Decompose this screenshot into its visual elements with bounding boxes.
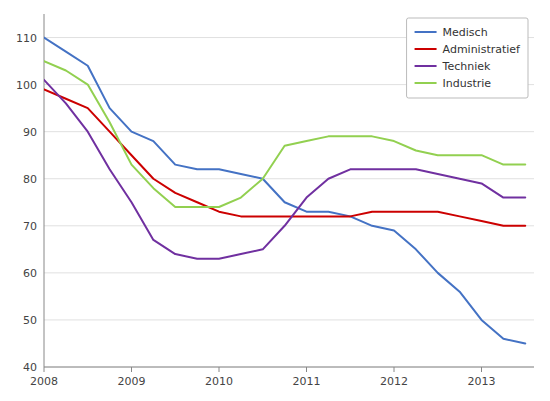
y-tick-label: 70 [23, 220, 37, 233]
x-axis: 2008 2009 2010 2011 2012 2013 [30, 367, 496, 388]
legend-label: Techniek [442, 60, 491, 73]
x-tick [219, 367, 220, 372]
x-tick [131, 367, 132, 372]
x-tick [481, 367, 482, 372]
series-line [44, 61, 525, 207]
y-tick-label: 80 [23, 173, 37, 186]
legend: Medisch Administratief Techniek Industrie [407, 18, 528, 98]
x-tick-label: 2009 [118, 375, 146, 388]
x-axis-line [44, 367, 534, 368]
y-tick-label: 50 [23, 314, 37, 327]
y-tick-label: 100 [16, 79, 37, 92]
series-lines [44, 38, 525, 344]
series-line [44, 89, 525, 225]
legend-label: Industrie [443, 77, 492, 90]
grid-line [44, 272, 534, 273]
legend-swatch [415, 82, 437, 84]
x-tick [306, 367, 307, 372]
y-axis-line [44, 14, 45, 367]
y-tick-label: 60 [23, 267, 37, 280]
chart: 4050607080901001102008200920102011201220… [0, 0, 550, 401]
grid-line [44, 367, 534, 368]
legend-label: Administratief [443, 43, 522, 56]
y-tick-label: 40 [23, 361, 37, 374]
x-tick-label: 2008 [30, 375, 58, 388]
x-tick [394, 367, 395, 372]
y-tick-label: 90 [23, 126, 37, 139]
series-line [44, 38, 525, 344]
legend-swatch [415, 31, 437, 33]
grid-line [44, 319, 534, 320]
legend-swatch [415, 48, 437, 50]
legend-label: Medisch [443, 26, 488, 39]
grid-line [44, 131, 534, 132]
x-tick-label: 2013 [468, 375, 496, 388]
x-tick-label: 2012 [380, 375, 408, 388]
legend-swatch [415, 65, 437, 67]
legend-box [407, 18, 528, 98]
x-tick-label: 2011 [293, 375, 321, 388]
y-grid: 40 50 60 70 80 90 100 110 [16, 32, 534, 374]
x-tick [44, 367, 45, 372]
y-tick-label: 110 [16, 32, 37, 45]
grid-line [44, 225, 534, 226]
x-tick-label: 2010 [205, 375, 233, 388]
series-line [44, 80, 525, 259]
